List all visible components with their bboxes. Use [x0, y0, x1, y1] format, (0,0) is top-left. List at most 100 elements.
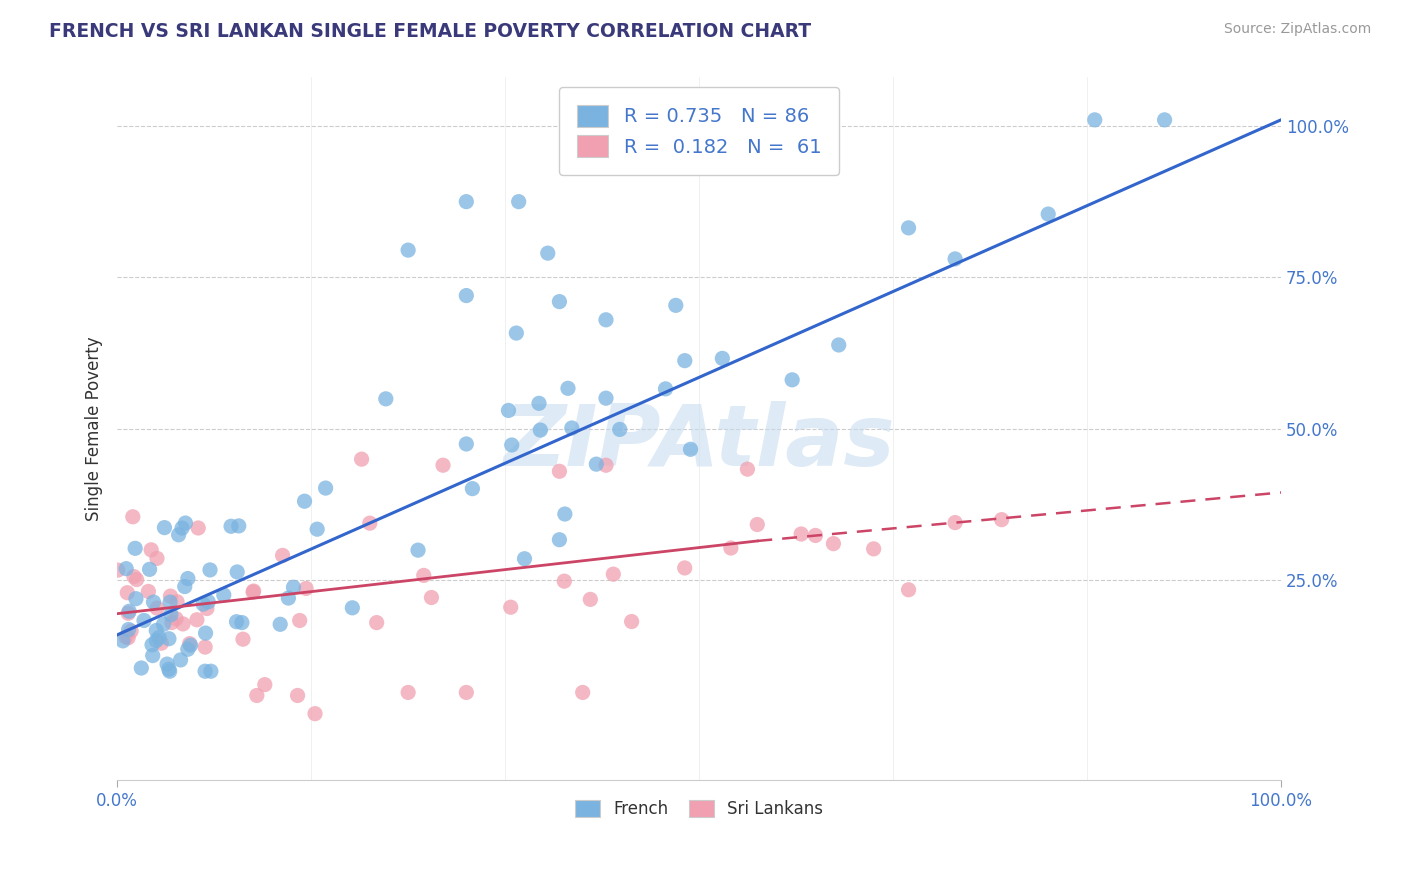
- Point: [673, 561, 696, 575]
- Point: [897, 220, 920, 235]
- Point: [177, 642, 200, 657]
- Point: [159, 595, 181, 609]
- Point: [548, 464, 571, 478]
- Point: [180, 638, 202, 652]
- Point: [374, 392, 396, 406]
- Point: [111, 633, 134, 648]
- Point: [737, 462, 759, 476]
- Point: [790, 527, 813, 541]
- Point: [194, 626, 217, 640]
- Point: [153, 520, 176, 534]
- Point: [146, 601, 169, 615]
- Point: [219, 519, 242, 533]
- Point: [595, 391, 617, 405]
- Point: [579, 592, 602, 607]
- Point: [283, 580, 305, 594]
- Point: [121, 509, 143, 524]
- Point: [186, 613, 208, 627]
- Point: [150, 636, 173, 650]
- Point: [117, 623, 139, 637]
- Point: [396, 685, 419, 699]
- Text: Source: ZipAtlas.com: Source: ZipAtlas.com: [1223, 22, 1371, 37]
- Point: [142, 648, 165, 663]
- Point: [145, 633, 167, 648]
- Point: [288, 614, 311, 628]
- Point: [157, 662, 180, 676]
- Text: ZIPAtlas: ZIPAtlas: [503, 401, 894, 484]
- Point: [548, 533, 571, 547]
- Point: [120, 624, 142, 638]
- Point: [366, 615, 388, 630]
- Point: [720, 541, 742, 555]
- Point: [456, 437, 478, 451]
- Point: [498, 403, 520, 417]
- Point: [1084, 112, 1107, 127]
- Point: [1038, 207, 1060, 221]
- Text: FRENCH VS SRI LANKAN SINGLE FEMALE POVERTY CORRELATION CHART: FRENCH VS SRI LANKAN SINGLE FEMALE POVER…: [49, 22, 811, 41]
- Y-axis label: Single Female Poverty: Single Female Poverty: [86, 336, 103, 521]
- Point: [665, 298, 688, 312]
- Point: [554, 507, 576, 521]
- Point: [225, 615, 247, 629]
- Point: [711, 351, 734, 366]
- Point: [747, 517, 769, 532]
- Point: [156, 657, 179, 672]
- Point: [553, 574, 575, 589]
- Point: [253, 678, 276, 692]
- Point: [780, 373, 803, 387]
- Point: [193, 597, 215, 611]
- Point: [242, 584, 264, 599]
- Point: [561, 421, 583, 435]
- Point: [118, 604, 141, 618]
- Point: [246, 689, 269, 703]
- Point: [342, 600, 364, 615]
- Point: [456, 194, 478, 209]
- Point: [461, 482, 484, 496]
- Point: [396, 243, 419, 257]
- Point: [166, 595, 188, 609]
- Point: [177, 572, 200, 586]
- Point: [173, 580, 195, 594]
- Point: [595, 458, 617, 473]
- Point: [146, 551, 169, 566]
- Point: [412, 568, 434, 582]
- Point: [170, 521, 193, 535]
- Point: [456, 685, 478, 699]
- Point: [194, 665, 217, 679]
- Point: [115, 630, 138, 644]
- Point: [194, 640, 217, 654]
- Point: [172, 616, 194, 631]
- Point: [152, 617, 174, 632]
- Point: [508, 194, 530, 209]
- Point: [226, 565, 249, 579]
- Point: [1153, 112, 1175, 127]
- Point: [138, 562, 160, 576]
- Point: [269, 617, 291, 632]
- Point: [602, 567, 624, 582]
- Point: [212, 588, 235, 602]
- Point: [132, 614, 155, 628]
- Point: [315, 481, 337, 495]
- Point: [160, 615, 183, 630]
- Point: [294, 494, 316, 508]
- Point: [148, 631, 170, 645]
- Point: [420, 591, 443, 605]
- Point: [304, 706, 326, 721]
- Point: [125, 573, 148, 587]
- Point: [823, 536, 845, 550]
- Point: [828, 338, 851, 352]
- Point: [537, 246, 560, 260]
- Point: [654, 382, 676, 396]
- Point: [174, 516, 197, 530]
- Point: [167, 528, 190, 542]
- Point: [862, 541, 884, 556]
- Point: [679, 442, 702, 457]
- Point: [232, 632, 254, 647]
- Point: [595, 313, 617, 327]
- Legend: French, Sri Lankans: French, Sri Lankans: [568, 793, 830, 825]
- Point: [242, 585, 264, 599]
- Point: [571, 685, 593, 699]
- Point: [548, 294, 571, 309]
- Point: [157, 632, 180, 646]
- Point: [117, 631, 139, 645]
